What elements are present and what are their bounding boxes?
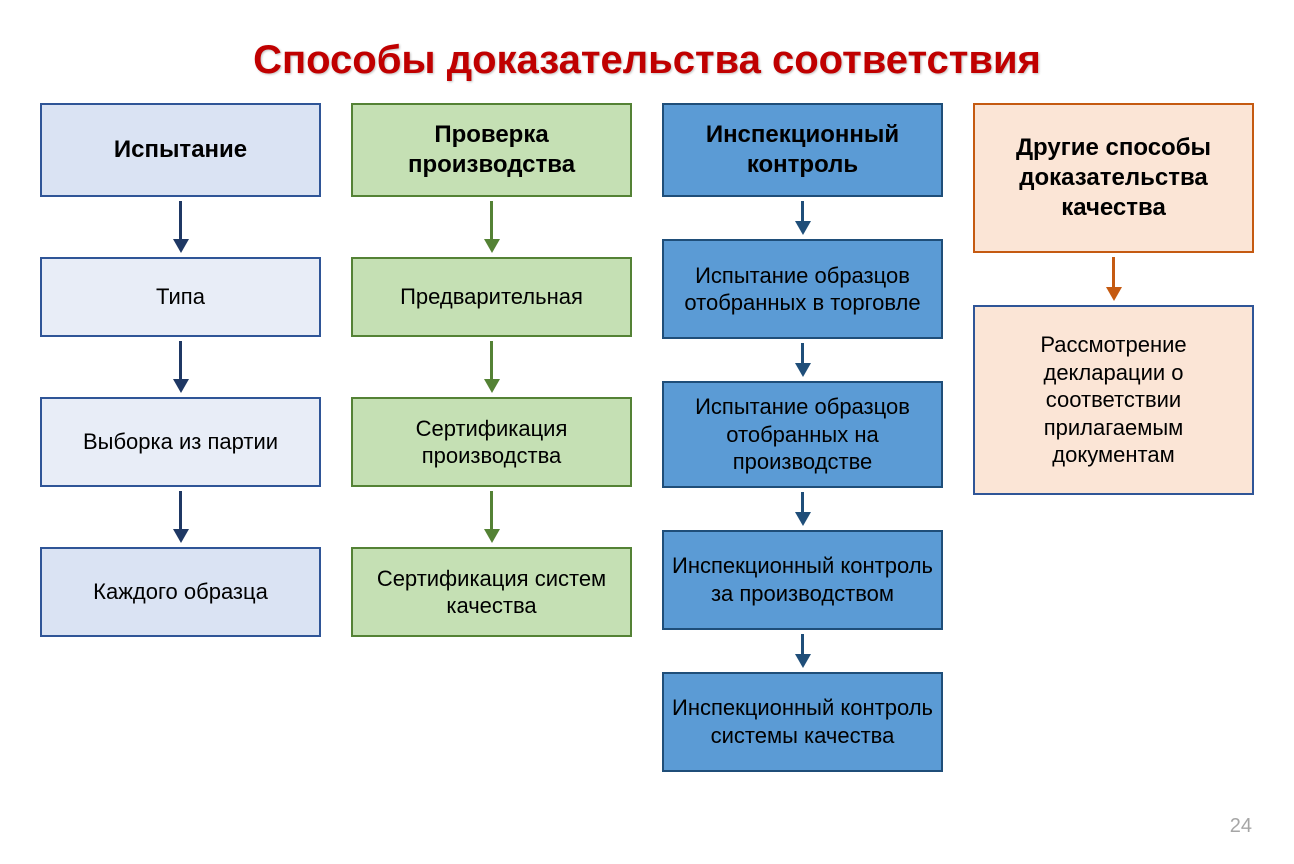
column-item-box: Сертификация систем качества — [351, 547, 632, 637]
diagram-columns: Испытание Типа Выборка из партии Каждого об… — [0, 103, 1294, 772]
column-item-box: Инспекционный контроль за производством — [662, 530, 943, 630]
diagram-column: Другие способы доказательства качества Ра… — [973, 103, 1254, 772]
column-header-box: Испытание — [40, 103, 321, 197]
column-item-box: Испытание образцов отобранных на произво… — [662, 381, 943, 488]
page-number: 24 — [1230, 815, 1252, 838]
column-item-box: Типа — [40, 257, 321, 337]
column-item-box: Выборка из партии — [40, 397, 321, 487]
down-arrow-icon — [484, 491, 500, 543]
down-arrow-icon — [795, 634, 811, 668]
column-header-box: Инспекционный контроль — [662, 103, 943, 197]
down-arrow-icon — [173, 491, 189, 543]
column-item-box: Сертификация производства — [351, 397, 632, 487]
diagram-column: Инспекционный контроль Испытание образцов… — [662, 103, 943, 772]
column-header-box: Проверка производства — [351, 103, 632, 197]
diagram-column: Проверка производства Предварительная Серт… — [351, 103, 632, 772]
column-header-box: Другие способы доказательства качества — [973, 103, 1254, 253]
column-item-box: Испытание образцов отобранных в торговле — [662, 239, 943, 339]
down-arrow-icon — [484, 341, 500, 393]
down-arrow-icon — [173, 341, 189, 393]
down-arrow-icon — [484, 201, 500, 253]
column-item-box: Инспекционный контроль системы качества — [662, 672, 943, 772]
down-arrow-icon — [795, 492, 811, 526]
column-item-box: Предварительная — [351, 257, 632, 337]
column-item-box: Рассмотрение декларации о соответствии п… — [973, 305, 1254, 495]
down-arrow-icon — [795, 343, 811, 377]
down-arrow-icon — [173, 201, 189, 253]
diagram-column: Испытание Типа Выборка из партии Каждого об… — [40, 103, 321, 772]
column-item-box: Каждого образца — [40, 547, 321, 637]
down-arrow-icon — [795, 201, 811, 235]
slide-title: Способы доказательства соответствия — [0, 0, 1294, 103]
down-arrow-icon — [1106, 257, 1122, 301]
